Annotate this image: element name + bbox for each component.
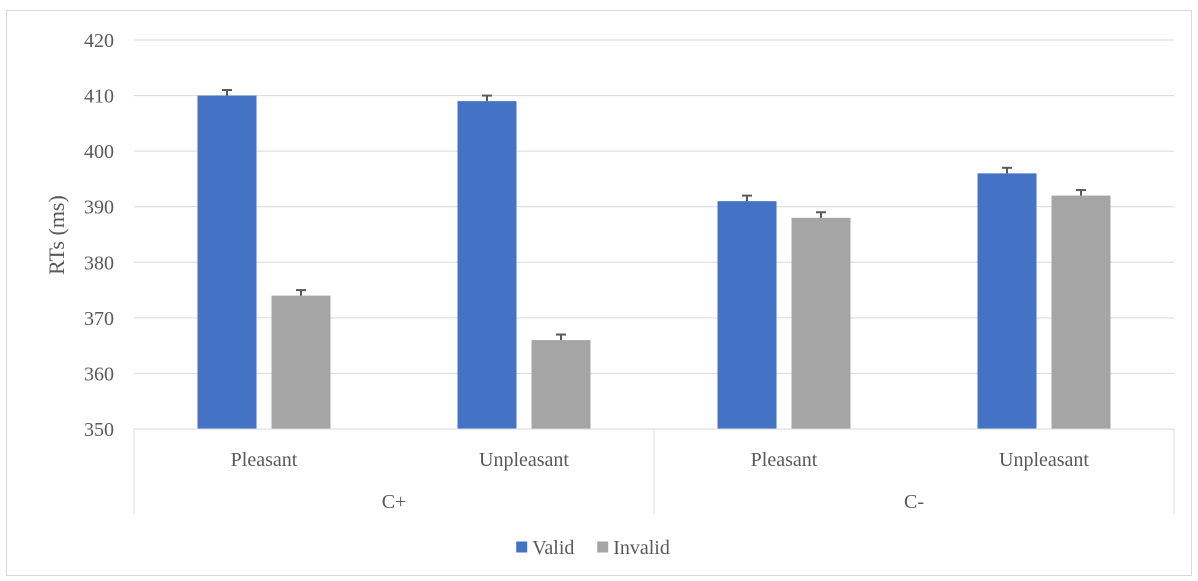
- x-group-labels: C+ C-: [382, 491, 924, 513]
- bar-valid: [197, 95, 257, 430]
- bar-invalid: [1051, 195, 1111, 429]
- bar-invalid: [271, 295, 331, 429]
- x-category-label: Unpleasant: [999, 449, 1089, 471]
- y-tick-label: 370: [84, 308, 114, 330]
- legend-item-invalid: Invalid: [597, 537, 670, 559]
- x-category-label: Unpleasant: [479, 449, 569, 471]
- error-bar: [296, 289, 306, 296]
- y-tick-labels: 350 360 370 380 390 400 410 420: [84, 30, 114, 441]
- y-tick-label: 420: [84, 30, 114, 52]
- error-bars: [222, 89, 1086, 341]
- legend-item-valid: Valid: [516, 537, 574, 559]
- y-tick-label: 390: [84, 197, 114, 219]
- bars: [197, 95, 1111, 430]
- y-tick-label: 410: [84, 86, 114, 108]
- legend-label: Valid: [532, 537, 574, 559]
- x-group-label: C-: [904, 491, 924, 513]
- error-bar: [816, 211, 826, 218]
- error-bar: [1002, 166, 1012, 174]
- error-bar: [222, 89, 232, 96]
- x-group-label: C+: [382, 491, 407, 513]
- legend-label: Invalid: [613, 537, 670, 559]
- error-bar: [556, 333, 566, 341]
- error-bar: [1076, 189, 1086, 196]
- x-category-labels: Pleasant Unpleasant Pleasant Unpleasant: [231, 449, 1090, 471]
- legend-swatch: [516, 541, 528, 553]
- x-category-label: Pleasant: [231, 449, 298, 471]
- error-bar: [742, 194, 752, 202]
- x-category-label: Pleasant: [751, 449, 818, 471]
- legend: Valid Invalid: [516, 537, 670, 559]
- bar-valid: [717, 201, 777, 429]
- bar-valid: [457, 101, 517, 429]
- x-axis: [133, 428, 1175, 514]
- y-tick-label: 400: [84, 141, 114, 163]
- bar-invalid: [531, 340, 591, 429]
- y-axis-label: RTs (ms): [44, 195, 69, 275]
- legend-swatch: [597, 541, 609, 553]
- error-bar: [482, 94, 492, 102]
- bar-invalid: [791, 217, 851, 429]
- y-tick-label: 380: [84, 252, 114, 274]
- bar-valid: [977, 173, 1037, 429]
- y-tick-label: 360: [84, 363, 114, 385]
- y-tick-label: 350: [84, 419, 114, 441]
